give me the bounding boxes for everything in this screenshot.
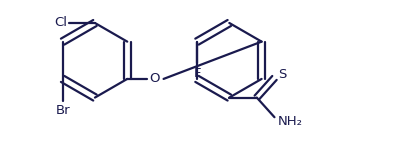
Text: F: F (193, 67, 201, 80)
Text: Cl: Cl (55, 16, 67, 30)
Text: O: O (149, 72, 160, 86)
Text: Br: Br (55, 104, 70, 117)
Text: NH₂: NH₂ (278, 115, 303, 128)
Text: S: S (278, 68, 287, 81)
